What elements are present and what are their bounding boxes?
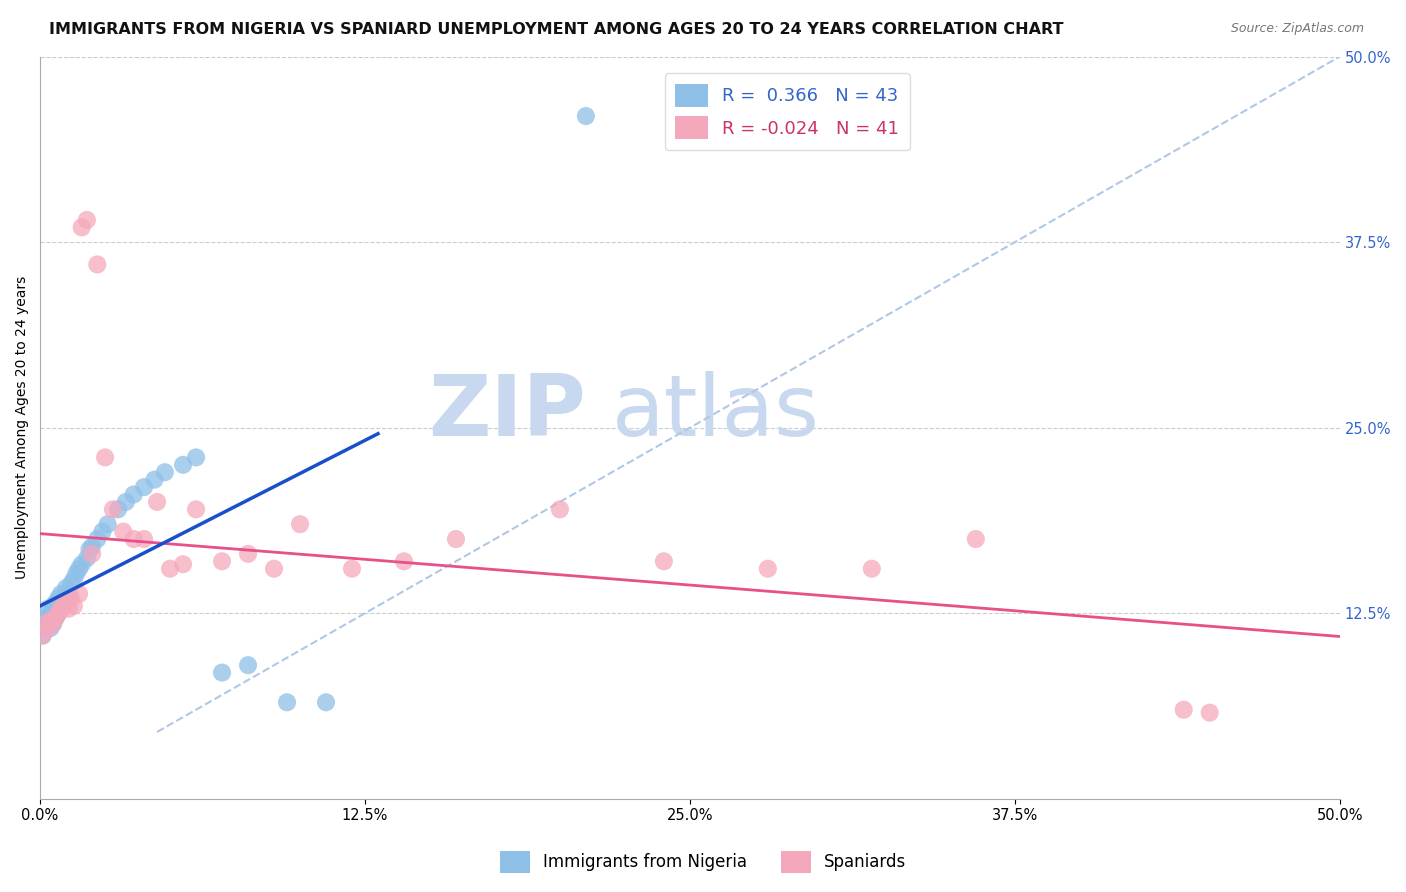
Point bbox=[52, 596, 75, 610]
Point bbox=[58, 587, 80, 601]
Point bbox=[49, 601, 72, 615]
Point bbox=[101, 502, 124, 516]
Point bbox=[42, 599, 65, 613]
Point bbox=[575, 109, 598, 123]
Point bbox=[65, 566, 87, 581]
Point bbox=[236, 547, 259, 561]
Point bbox=[80, 540, 103, 554]
Point bbox=[34, 616, 56, 631]
Point bbox=[146, 495, 169, 509]
Legend: Immigrants from Nigeria, Spaniards: Immigrants from Nigeria, Spaniards bbox=[494, 845, 912, 880]
Point bbox=[115, 495, 138, 509]
Point bbox=[55, 581, 77, 595]
Point bbox=[132, 480, 155, 494]
Point bbox=[315, 695, 337, 709]
Point bbox=[58, 601, 80, 615]
Point bbox=[55, 596, 77, 610]
Text: ZIP: ZIP bbox=[429, 371, 586, 454]
Point bbox=[70, 558, 93, 572]
Point bbox=[34, 610, 56, 624]
Point bbox=[80, 547, 103, 561]
Point bbox=[86, 532, 108, 546]
Point bbox=[37, 601, 59, 615]
Point bbox=[263, 562, 285, 576]
Text: IMMIGRANTS FROM NIGERIA VS SPANIARD UNEMPLOYMENT AMONG AGES 20 TO 24 YEARS CORRE: IMMIGRANTS FROM NIGERIA VS SPANIARD UNEM… bbox=[49, 22, 1064, 37]
Point bbox=[46, 606, 69, 620]
Point bbox=[112, 524, 135, 539]
Point bbox=[172, 458, 194, 472]
Point bbox=[79, 542, 101, 557]
Point bbox=[52, 599, 75, 613]
Point bbox=[236, 658, 259, 673]
Point bbox=[46, 591, 69, 606]
Point bbox=[1198, 706, 1220, 720]
Point bbox=[122, 532, 145, 546]
Point bbox=[211, 665, 233, 680]
Point bbox=[756, 562, 779, 576]
Point bbox=[392, 554, 415, 568]
Point bbox=[76, 213, 98, 227]
Point bbox=[70, 220, 93, 235]
Point bbox=[91, 524, 114, 539]
Point bbox=[60, 576, 83, 591]
Point bbox=[37, 621, 59, 635]
Point bbox=[49, 601, 72, 615]
Point bbox=[37, 614, 59, 628]
Point bbox=[548, 502, 571, 516]
Point bbox=[172, 558, 194, 572]
Point bbox=[184, 450, 207, 465]
Point bbox=[45, 596, 67, 610]
Point bbox=[67, 562, 90, 576]
Point bbox=[1173, 703, 1195, 717]
Point bbox=[159, 562, 181, 576]
Text: atlas: atlas bbox=[612, 371, 820, 454]
Point bbox=[444, 532, 467, 546]
Point bbox=[288, 517, 311, 532]
Point bbox=[965, 532, 987, 546]
Point bbox=[97, 517, 120, 532]
Point bbox=[55, 591, 77, 606]
Point bbox=[39, 606, 62, 620]
Point bbox=[86, 257, 108, 271]
Point bbox=[39, 614, 62, 628]
Point bbox=[67, 587, 90, 601]
Point bbox=[107, 502, 129, 516]
Point bbox=[340, 562, 363, 576]
Point bbox=[63, 599, 86, 613]
Point bbox=[211, 554, 233, 568]
Y-axis label: Unemployment Among Ages 20 to 24 years: Unemployment Among Ages 20 to 24 years bbox=[15, 277, 30, 579]
Point bbox=[122, 487, 145, 501]
Point bbox=[45, 610, 67, 624]
Point bbox=[39, 621, 62, 635]
Point bbox=[184, 502, 207, 516]
Point bbox=[63, 572, 86, 586]
Point bbox=[276, 695, 298, 709]
Point bbox=[94, 450, 117, 465]
Point bbox=[46, 606, 69, 620]
Point bbox=[652, 554, 675, 568]
Legend: R =  0.366   N = 43, R = -0.024   N = 41: R = 0.366 N = 43, R = -0.024 N = 41 bbox=[665, 73, 910, 150]
Point bbox=[60, 591, 83, 606]
Point bbox=[45, 610, 67, 624]
Point bbox=[49, 587, 72, 601]
Point bbox=[42, 616, 65, 631]
Point bbox=[76, 551, 98, 566]
Point bbox=[42, 616, 65, 631]
Point bbox=[132, 532, 155, 546]
Point bbox=[31, 628, 53, 642]
Point bbox=[31, 628, 53, 642]
Point bbox=[860, 562, 883, 576]
Point bbox=[143, 473, 166, 487]
Point bbox=[153, 465, 176, 479]
Point bbox=[34, 616, 56, 631]
Text: Source: ZipAtlas.com: Source: ZipAtlas.com bbox=[1230, 22, 1364, 36]
